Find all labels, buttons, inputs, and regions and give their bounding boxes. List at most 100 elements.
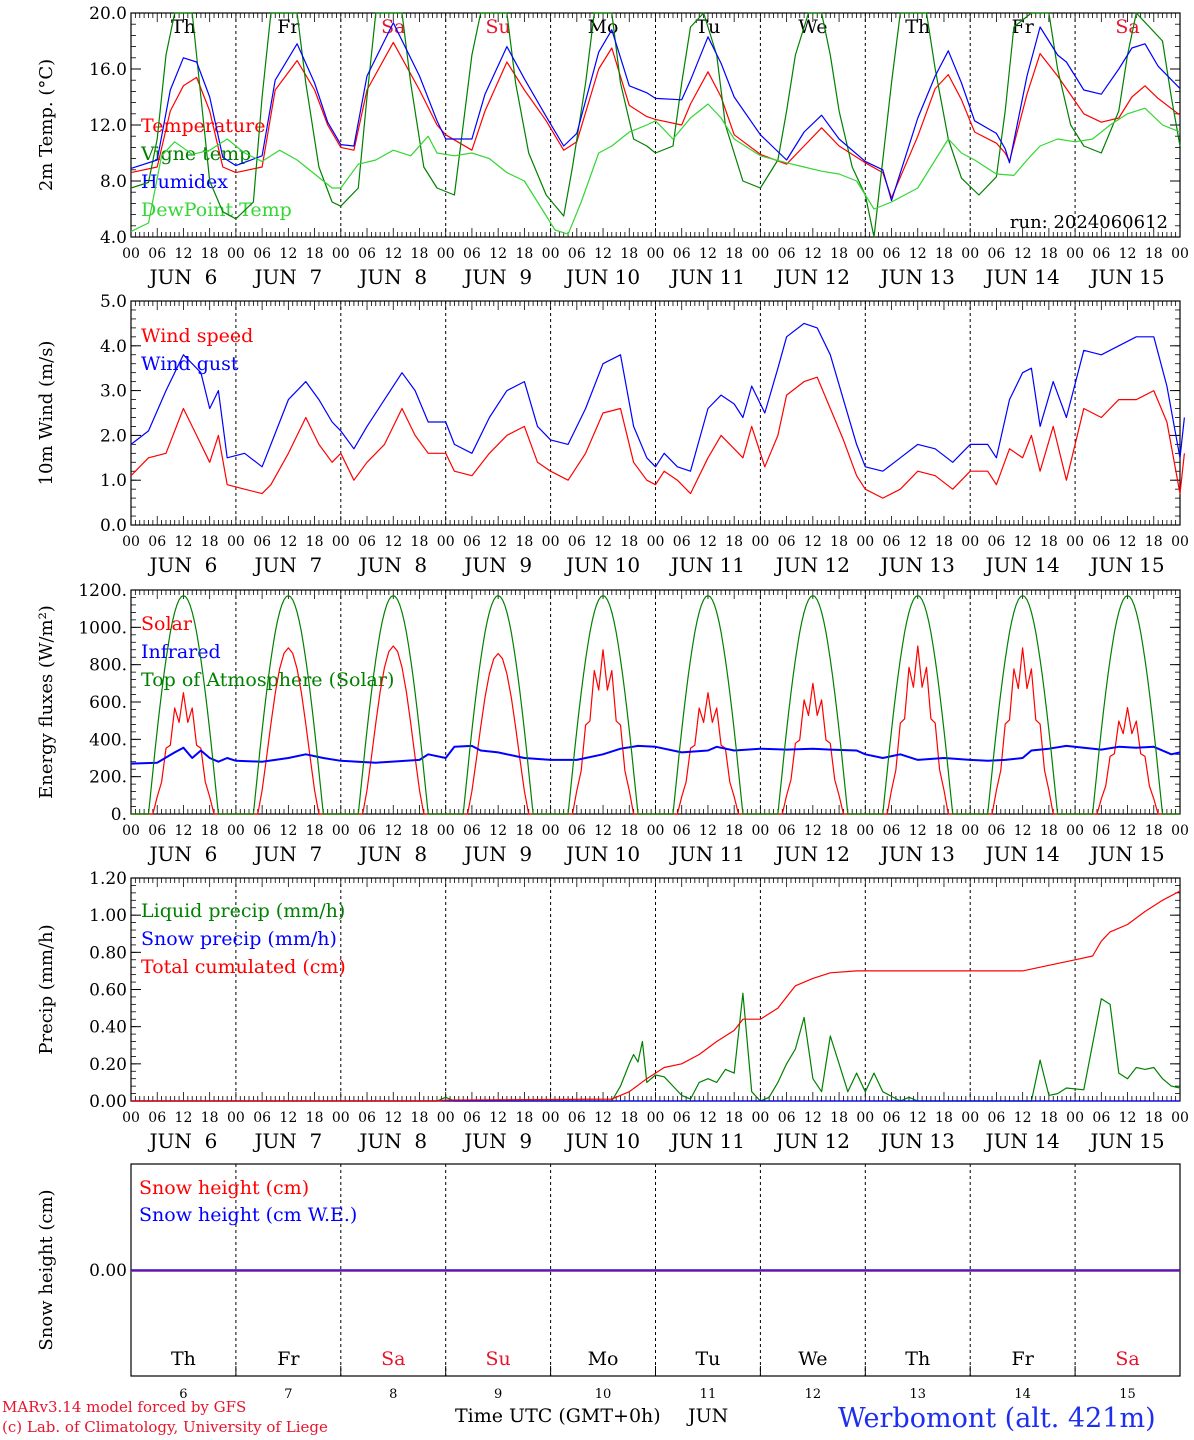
hour-tick-label: 00	[856, 1110, 874, 1126]
hour-tick-label: 06	[883, 534, 901, 550]
y-axis-title: Energy fluxes (W/m²)	[36, 605, 57, 799]
y-tick-label: 5.0	[100, 292, 127, 312]
series-wind-speed-line	[130, 376, 1185, 499]
hour-tick-label: 00	[542, 534, 560, 550]
y-tick-label: 1000.	[78, 618, 127, 638]
y-tick-label: 12.0	[89, 116, 127, 136]
hour-tick-label: 06	[253, 823, 271, 839]
hour-tick-label: 12	[489, 246, 507, 262]
hour-tick-label: 06	[1092, 823, 1110, 839]
hour-tick-label: 00	[751, 246, 769, 262]
hour-tick-label: 12	[384, 1110, 402, 1126]
date-label: JUN 7	[252, 842, 322, 866]
hour-tick-label: 18	[201, 246, 219, 262]
hour-tick-label: 06	[1092, 534, 1110, 550]
hour-tick-label: 00	[1171, 823, 1189, 839]
hour-tick-label: 12	[279, 1110, 297, 1126]
hour-tick-label: 18	[935, 823, 953, 839]
hour-tick-label: 12	[384, 823, 402, 839]
hour-tick-label: 12	[1014, 1110, 1032, 1126]
date-label: JUN 10	[564, 1129, 640, 1153]
date-label: JUN 6	[148, 265, 218, 289]
date-label: JUN 6	[148, 1129, 218, 1153]
y-tick-label: 0.00	[89, 1092, 127, 1112]
hour-tick-label: 00	[1066, 1110, 1084, 1126]
y-tick-label: 1.20	[89, 869, 127, 889]
y-axis-title: 2m Temp. (°C)	[36, 59, 57, 191]
hour-tick-label: 12	[594, 1110, 612, 1126]
hour-tick-label: 00	[332, 1110, 350, 1126]
date-label: JUN 12	[774, 553, 850, 577]
hour-tick-label: 18	[935, 246, 953, 262]
hour-tick-label: 18	[830, 823, 848, 839]
date-label: JUN 15	[1088, 553, 1164, 577]
hour-tick-label: 18	[515, 1110, 533, 1126]
hour-tick-label: 12	[594, 534, 612, 550]
weekday-label: Mo	[588, 1348, 619, 1370]
y-axis-title: 10m Wind (m/s)	[36, 341, 57, 486]
day-number-label: 9	[494, 1387, 502, 1402]
hour-tick-label: 12	[1119, 534, 1137, 550]
y-tick-label: 0.00	[89, 1261, 127, 1281]
hour-tick-label: 06	[883, 246, 901, 262]
date-label: JUN 13	[879, 265, 955, 289]
panel-5: 0.00 Snow height (cm) Snow height (cm) Snow…	[36, 1163, 1181, 1377]
hour-tick-label: 06	[1092, 1110, 1110, 1126]
date-label: JUN 10	[564, 553, 640, 577]
hour-tick-label: 12	[279, 246, 297, 262]
hour-tick-label: 12	[175, 534, 193, 550]
hour-tick-label: 18	[1040, 1110, 1058, 1126]
legend-entry: Wind speed	[141, 325, 253, 347]
hour-tick-label: 18	[515, 823, 533, 839]
date-label: JUN 8	[357, 265, 427, 289]
date-label: JUN 6	[148, 842, 218, 866]
hour-tick-label: 00	[332, 534, 350, 550]
date-label: JUN 11	[669, 842, 745, 866]
hour-tick-label: 06	[568, 823, 586, 839]
hour-tick-label: 00	[227, 1110, 245, 1126]
station-label: Werbomont (alt. 421m)	[838, 1403, 1156, 1434]
hour-tick-label: 18	[725, 823, 743, 839]
hour-tick-label: 00	[227, 246, 245, 262]
hour-tick-label: 12	[279, 823, 297, 839]
date-label: JUN 8	[357, 842, 427, 866]
weekday-label: Th	[905, 16, 930, 38]
hour-tick-label: 12	[279, 534, 297, 550]
hour-tick-label: 06	[673, 823, 691, 839]
date-label: JUN 13	[879, 553, 955, 577]
hour-tick-label: 00	[647, 534, 665, 550]
hour-tick-label: 00	[647, 1110, 665, 1126]
date-label: JUN 12	[774, 842, 850, 866]
hour-tick-label: 00	[437, 246, 455, 262]
hour-tick-label: 18	[306, 534, 324, 550]
hour-tick-label: 18	[830, 534, 848, 550]
date-label: JUN 12	[774, 1129, 850, 1153]
date-label: JUN 15	[1088, 265, 1164, 289]
hour-tick-label: 12	[175, 823, 193, 839]
weekday-label: Sa	[1115, 16, 1139, 38]
legend-entry: DewPoint Temp	[141, 199, 292, 221]
hour-tick-label: 12	[594, 823, 612, 839]
hour-tick-label: 06	[253, 246, 271, 262]
hour-tick-label: 18	[411, 246, 429, 262]
hour-tick-label: 06	[673, 534, 691, 550]
day-number-label: 13	[909, 1387, 926, 1402]
weekday-label: Su	[486, 1348, 511, 1370]
hour-tick-label: 18	[411, 534, 429, 550]
hour-tick-label: 00	[542, 823, 560, 839]
hour-tick-label: 06	[988, 823, 1006, 839]
hour-tick-label: 06	[568, 1110, 586, 1126]
hour-tick-label: 12	[1014, 534, 1032, 550]
hour-tick-label: 00	[1171, 246, 1189, 262]
legend-entry: Solar	[141, 613, 193, 635]
hour-tick-label: 12	[909, 823, 927, 839]
hour-tick-label: 12	[594, 246, 612, 262]
x-axis-label: Time UTC (GMT+0h)	[455, 1405, 661, 1427]
hour-tick-label: 18	[620, 1110, 638, 1126]
legend-entry: Snow precip (mm/h)	[141, 928, 337, 950]
date-label: JUN 14	[984, 842, 1060, 866]
y-tick-label: 0.60	[89, 981, 127, 1001]
hour-tick-label: 06	[148, 246, 166, 262]
day-number-label: 12	[805, 1387, 822, 1402]
hour-tick-label: 12	[1014, 246, 1032, 262]
